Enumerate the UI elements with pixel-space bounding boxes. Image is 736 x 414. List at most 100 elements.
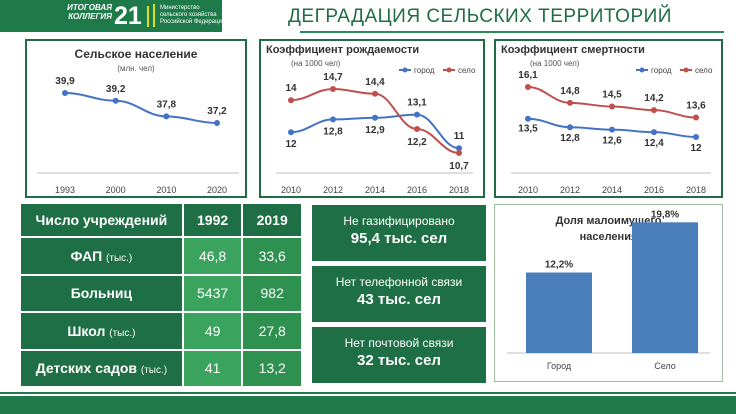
chart-subtitle: (на 1000 чел): [291, 59, 341, 68]
data-label: 12,2%: [545, 259, 573, 270]
data-label: 12,2: [407, 137, 427, 148]
data-label: 12: [690, 143, 702, 154]
wheat-ear-icon: [147, 4, 155, 27]
low-income-chart: Доля малоимущего населения 12,2% Город 19,…: [494, 204, 723, 382]
logo-text: ИТОГОВАЯ КОЛЛЕГИЯ: [26, 3, 112, 21]
data-point: [112, 97, 119, 104]
info-value: 32 тыс. сел: [357, 352, 441, 369]
x-tick-label: Город: [547, 361, 572, 371]
info-box-gas: Не газифицировано 95,4 тыс. сел: [312, 205, 486, 261]
info-box-phone: Нет телефонной связи 43 тыс. сел: [312, 266, 486, 322]
data-label: 11: [454, 131, 465, 142]
row-unit: (тыс.): [140, 365, 168, 377]
data-label: 13,5: [518, 124, 538, 135]
data-label: 14,5: [602, 90, 622, 101]
data-label: 14,7: [323, 72, 343, 83]
legend-label: село: [695, 66, 713, 75]
data-label: 39,2: [106, 84, 126, 95]
table-header-year-1992: 1992: [181, 202, 244, 238]
data-point: [330, 86, 336, 92]
data-point: [163, 113, 170, 120]
chart-title: Сельское население: [74, 47, 198, 61]
logo-number: 21: [114, 2, 142, 30]
data-label: 12,8: [560, 133, 580, 144]
data-point: [214, 120, 220, 126]
row-label: ФАП (тыс.): [19, 236, 184, 276]
low-income-plot: 12,2% Город 19,8% Село: [507, 209, 710, 371]
table-header-label: Число учреждений: [19, 202, 184, 238]
info-text: Не газифицировано: [343, 214, 455, 228]
data-label: 16,1: [518, 70, 538, 81]
logo-line-1: ИТОГОВАЯ: [67, 3, 112, 12]
data-point: [288, 97, 294, 104]
table-row: Больниц 5437 982: [19, 273, 303, 313]
data-label: 14,8: [560, 86, 580, 97]
data-label: 13,1: [407, 98, 427, 109]
x-tick-label: 2010: [281, 185, 301, 195]
data-point: [567, 124, 573, 131]
row-label-text: Школ: [67, 322, 106, 339]
footer-band: [0, 396, 736, 414]
chart-title: Коэффициент рождаемости: [266, 44, 420, 56]
x-tick-label: 2014: [602, 185, 622, 195]
table-row: Детских садов (тыс.) 41 13,2: [19, 348, 303, 388]
info-value: 43 тыс. сел: [357, 291, 441, 308]
data-point: [525, 115, 531, 122]
legend-marker: [402, 67, 408, 73]
data-point: [372, 90, 378, 97]
legend-label: город: [651, 66, 672, 75]
data-point: [693, 134, 699, 140]
data-point: [330, 116, 336, 123]
x-tick-label: 2010: [156, 185, 176, 195]
cell-2019: 33,6: [241, 236, 303, 276]
legend-marker: [446, 67, 452, 73]
legend-label: село: [458, 66, 476, 75]
x-tick-label: 2010: [518, 185, 538, 195]
chart-title: Коэффициент смертности: [501, 44, 645, 56]
data-point: [651, 107, 657, 114]
row-label-text: Детских садов: [35, 360, 137, 377]
data-point: [288, 129, 294, 136]
info-text: Нет телефонной связи: [335, 275, 463, 289]
row-unit: (тыс.): [109, 327, 136, 339]
footer-rule: [0, 392, 736, 394]
row-label-text: ФАП: [70, 247, 103, 264]
institutions-table: Число учреждений 1992 2019 ФАП (тыс.) 46…: [19, 202, 303, 388]
logo-line-2: КОЛЛЕГИЯ: [68, 12, 112, 21]
table-row: Школ (тыс.) 49 27,8: [19, 311, 303, 351]
data-label: 12,8: [323, 126, 343, 137]
logo-banner: ИТОГОВАЯ КОЛЛЕГИЯ 21 Министерство сельск…: [0, 0, 225, 32]
data-point: [693, 114, 699, 121]
ministry-name: Министерство сельского хозяйства Российс…: [160, 5, 235, 26]
row-label: Больниц: [19, 273, 184, 313]
series-line: [290, 87, 460, 154]
table-row: ФАП (тыс.) 46,8 33,6: [19, 236, 303, 276]
cell-2019: 27,8: [241, 311, 303, 351]
x-tick-label: 2016: [407, 185, 427, 195]
cell-1992: 46,8: [181, 236, 244, 276]
data-label: 12,4: [644, 138, 664, 149]
cell-1992: 41: [181, 348, 244, 388]
data-point: [609, 103, 615, 110]
chart-subtitle: (на 1000 чел): [530, 59, 580, 68]
data-label: 12,9: [365, 125, 385, 136]
info-value: 95,4 тыс. сел: [350, 230, 448, 247]
x-tick-label: 2012: [560, 185, 580, 195]
series-line: [64, 92, 218, 124]
data-label: 39,9: [55, 76, 75, 87]
table-header-row: Число учреждений 1992 2019: [19, 202, 303, 238]
x-tick-label: 2012: [323, 185, 343, 195]
death-rate-chart: Коэффициент смертности (на 1000 чел) 201…: [494, 39, 723, 198]
table-header-year-2019: 2019: [241, 202, 303, 238]
data-label: 14: [285, 83, 297, 94]
row-label-text: Больниц: [70, 285, 133, 302]
data-point: [456, 150, 462, 156]
legend-label: город: [414, 66, 435, 75]
data-point: [609, 126, 615, 133]
rural-population-chart: Сельское население (млн. чел) 1993 2000 20…: [25, 39, 247, 198]
data-point: [651, 129, 657, 136]
data-point: [414, 126, 420, 132]
rural-population-plot: 1993 2000 2010 2020 39,9 39,2 37,8 37,2: [37, 76, 239, 195]
data-point: [372, 114, 378, 121]
page-title: ДЕГРАДАЦИЯ СЕЛЬСКИХ ТЕРРИТОРИЙ: [288, 6, 672, 27]
